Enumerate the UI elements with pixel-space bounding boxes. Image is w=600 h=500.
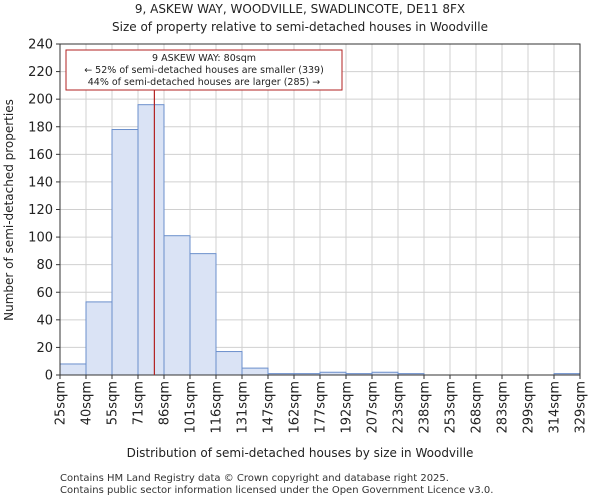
annotation-line-1: 9 ASKEW WAY: 80sqm bbox=[152, 53, 256, 64]
x-tick-label: 177sqm bbox=[314, 381, 329, 434]
x-tick-label: 314sqm bbox=[548, 381, 563, 434]
histogram-chart: 9, ASKEW WAY, WOODVILLE, SWADLINCOTE, DE… bbox=[2, 2, 589, 460]
histogram-bar bbox=[137, 104, 165, 376]
histogram-bar bbox=[85, 301, 113, 376]
footer-line-2: Contains public sector information licen… bbox=[60, 485, 494, 496]
y-tick-label: 160 bbox=[28, 148, 53, 163]
y-tick-label: 140 bbox=[28, 175, 53, 190]
histogram-bar bbox=[215, 351, 243, 376]
y-tick-label: 80 bbox=[36, 258, 53, 273]
y-tick-label: 220 bbox=[28, 65, 53, 80]
y-tick-label: 180 bbox=[28, 120, 53, 135]
x-tick-label: 283sqm bbox=[496, 381, 511, 434]
annotation-line-2: ← 52% of semi-detached houses are smalle… bbox=[84, 65, 324, 76]
histogram-bar bbox=[241, 367, 269, 376]
x-tick-label: 55sqm bbox=[106, 381, 121, 425]
x-tick-label: 192sqm bbox=[340, 381, 355, 434]
x-tick-label: 131sqm bbox=[236, 381, 251, 434]
histogram-bar bbox=[163, 235, 191, 376]
y-tick-label: 0 bbox=[45, 369, 53, 384]
x-tick-label: 329sqm bbox=[574, 381, 589, 434]
x-tick-label: 86sqm bbox=[158, 381, 173, 425]
x-tick-label: 162sqm bbox=[288, 381, 303, 434]
x-tick-label: 147sqm bbox=[262, 381, 277, 434]
x-tick-label: 40sqm bbox=[80, 381, 95, 425]
footer-line-1: Contains HM Land Registry data © Crown c… bbox=[60, 473, 449, 484]
bars bbox=[59, 104, 581, 376]
annotation-frame bbox=[65, 49, 343, 91]
histogram-bar bbox=[111, 129, 139, 376]
y-axis-ticks: 0 20 40 60 80 100 120 140 160 180 200 220 240 bbox=[28, 38, 60, 384]
chart-subtitle: Size of property relative to semi-detach… bbox=[112, 20, 488, 34]
x-tick-label: 116sqm bbox=[210, 381, 225, 434]
y-tick-label: 240 bbox=[28, 38, 53, 53]
y-tick-label: 60 bbox=[36, 286, 53, 301]
chart-title: 9, ASKEW WAY, WOODVILLE, SWADLINCOTE, DE… bbox=[135, 2, 465, 16]
y-tick-label: 100 bbox=[28, 231, 53, 246]
x-axis-ticks: 25sqm 40sqm 55sqm 71sqm 86sqm 101sqm 116sqm 131… bbox=[54, 375, 589, 434]
y-axis-label: Number of semi-detached properties bbox=[2, 99, 16, 321]
x-tick-label: 207sqm bbox=[366, 381, 381, 434]
histogram-bar bbox=[59, 363, 87, 376]
y-tick-label: 200 bbox=[28, 93, 53, 108]
x-tick-label: 101sqm bbox=[184, 381, 199, 434]
x-tick-label: 253sqm bbox=[444, 381, 459, 434]
x-tick-label: 299sqm bbox=[522, 381, 537, 434]
x-tick-label: 223sqm bbox=[392, 381, 407, 434]
plot-frame bbox=[59, 43, 581, 376]
x-axis-label: Distribution of semi-detached houses by … bbox=[127, 446, 474, 460]
x-tick-label: 268sqm bbox=[470, 381, 485, 434]
y-tick-label: 40 bbox=[36, 313, 53, 328]
y-tick-label: 120 bbox=[28, 203, 53, 218]
y-tick-label: 20 bbox=[36, 341, 53, 356]
annotation-box: 9 ASKEW WAY: 80sqm ← 52% of semi-detache… bbox=[65, 49, 343, 91]
histogram-bar bbox=[189, 253, 217, 376]
annotation-line-3: 44% of semi-detached houses are larger (… bbox=[88, 77, 321, 88]
x-tick-label: 25sqm bbox=[54, 381, 69, 425]
x-tick-label: 71sqm bbox=[132, 381, 147, 425]
x-tick-label: 238sqm bbox=[418, 381, 433, 434]
